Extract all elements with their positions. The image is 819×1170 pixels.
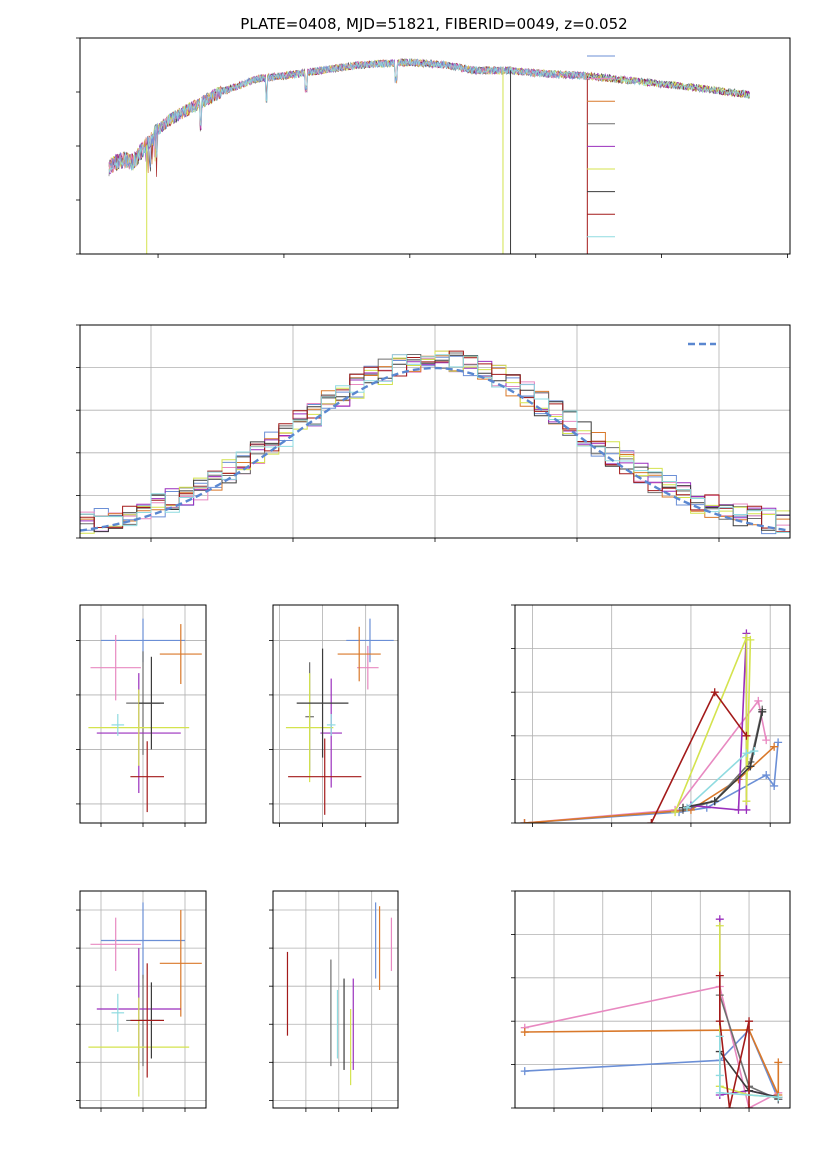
spectrum-line-chabrier-stelib — [108, 57, 750, 172]
weight-vs-age-point-marker — [762, 771, 771, 780]
spectrum-line-kroupa-elodie — [108, 58, 750, 171]
weight-vs-age-point-marker — [762, 736, 771, 745]
weight-vs-age-series-line — [650, 690, 748, 823]
weight-vs-age-point-marker — [758, 707, 767, 716]
weight-vs-age-point-marker — [710, 688, 719, 697]
weight-vs-age-series-line — [682, 711, 764, 809]
weight-vs-Z-point-marker — [774, 1093, 783, 1102]
spectrum-frame — [79, 37, 791, 255]
weight-vs-Z-point-marker — [715, 1088, 724, 1097]
weight-vs-Z-point-marker — [715, 1032, 724, 1041]
weight-vs-age-point-marker — [734, 805, 743, 814]
weight-vs-age-point-marker — [682, 803, 691, 812]
weight-vs-age-point-marker — [774, 738, 783, 747]
weight-vs-Z-plot-area — [520, 915, 783, 1108]
weight-vs-age-series-line — [674, 637, 752, 813]
weight-vs-age-point-marker — [742, 797, 751, 806]
weight-vs-age-frame — [514, 604, 791, 824]
weight-vs-Z-series-line — [524, 985, 779, 1108]
weight-vs-age-point-marker — [770, 742, 779, 751]
weight-vs-Z-series-line — [719, 975, 750, 1108]
spectrum-plot-area — [108, 57, 750, 254]
mass-vs-ebv-frame — [272, 890, 399, 1109]
weight-vs-Z-series-line — [719, 1036, 779, 1098]
weight-vs-Z-series-line — [524, 1029, 780, 1096]
age-vs-Z-plot-area — [88, 618, 202, 813]
weight-vs-Z-point-marker — [520, 1067, 529, 1076]
weight-vs-age-series-line — [524, 742, 779, 823]
weight-vs-age-point-marker — [742, 731, 751, 740]
weight-vs-Z-point-marker — [774, 1058, 783, 1067]
weight-vs-age-point-marker — [710, 797, 719, 806]
age-vs-mass-plot-area — [285, 618, 394, 815]
weight-vs-age-point-marker — [750, 747, 759, 756]
mass-vs-Z-plot-area — [88, 902, 202, 1097]
weight-vs-Z-point-marker — [745, 1017, 754, 1026]
weight-vs-age-point-marker — [742, 805, 751, 814]
weight-vs-Z-point-marker — [715, 921, 724, 930]
residual-hist-salpeter-stelib — [80, 350, 790, 533]
weight-vs-Z-point-marker — [745, 1104, 754, 1108]
weight-vs-age-point-marker — [734, 775, 743, 784]
weight-vs-age-point-marker — [671, 808, 680, 817]
residual-hist-kroupa-stelib — [80, 354, 790, 533]
spectrum-line-salpeter-stelib — [108, 58, 750, 177]
weight-vs-Z-point-marker — [715, 971, 724, 980]
weight-vs-age-series-line — [524, 699, 767, 823]
weight-vs-age-point-marker — [647, 819, 656, 823]
age-vs-mass-frame — [272, 604, 399, 824]
mass-vs-ebv-plot-area — [286, 902, 393, 1086]
weight-vs-Z-point-marker — [520, 1028, 529, 1037]
weight-vs-age-point-marker — [746, 635, 755, 644]
figure-title: PLATE=0408, MJD=51821, FIBERID=0049, z=0… — [240, 15, 627, 33]
spectrum-line-salpeter-elodie — [108, 58, 750, 175]
weight-vs-age-point-marker — [754, 696, 763, 705]
weight-vs-age-point-marker — [742, 749, 751, 758]
spectrum-line-kroupa-stelib — [108, 58, 750, 173]
spectrum-line-chabrier-elodie — [108, 58, 750, 177]
weight-vs-age-plot-area — [520, 629, 783, 823]
weight-vs-Z-point-marker — [715, 1071, 724, 1080]
residuals-plot-area — [80, 350, 790, 535]
weight-vs-Z-point-marker — [715, 1017, 724, 1026]
weight-vs-Z-point-marker — [725, 1104, 734, 1108]
weight-vs-Z-frame — [514, 890, 791, 1109]
weight-vs-age-point-marker — [770, 781, 779, 790]
weight-vs-age-point-marker — [520, 819, 529, 823]
normal-curve — [80, 366, 788, 532]
weight-vs-age-series-line — [524, 746, 775, 823]
weight-vs-age-point-marker — [746, 762, 755, 771]
